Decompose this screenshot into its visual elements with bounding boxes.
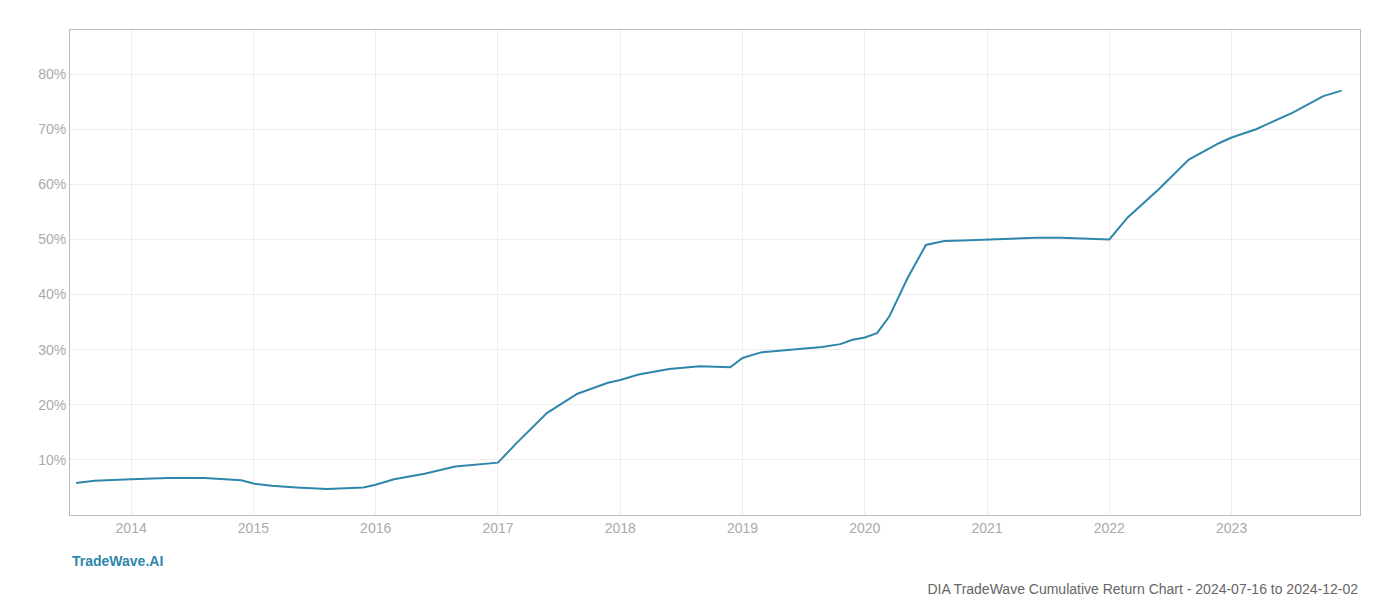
svg-text:2023: 2023 bbox=[1216, 520, 1247, 536]
svg-text:40%: 40% bbox=[38, 286, 66, 302]
svg-text:30%: 30% bbox=[38, 342, 66, 358]
svg-text:DIA TradeWave Cumulative Retur: DIA TradeWave Cumulative Return Chart - … bbox=[927, 581, 1358, 597]
svg-text:2015: 2015 bbox=[238, 520, 269, 536]
svg-text:2018: 2018 bbox=[605, 520, 636, 536]
svg-text:70%: 70% bbox=[38, 121, 66, 137]
svg-text:TradeWave.AI: TradeWave.AI bbox=[72, 553, 163, 569]
svg-text:2017: 2017 bbox=[482, 520, 513, 536]
svg-text:60%: 60% bbox=[38, 176, 66, 192]
svg-text:2019: 2019 bbox=[727, 520, 758, 536]
svg-text:10%: 10% bbox=[38, 452, 66, 468]
svg-text:20%: 20% bbox=[38, 397, 66, 413]
svg-text:2020: 2020 bbox=[849, 520, 880, 536]
svg-text:2014: 2014 bbox=[116, 520, 147, 536]
svg-text:2022: 2022 bbox=[1094, 520, 1125, 536]
svg-text:2016: 2016 bbox=[360, 520, 391, 536]
svg-text:50%: 50% bbox=[38, 231, 66, 247]
svg-text:80%: 80% bbox=[38, 66, 66, 82]
svg-text:2021: 2021 bbox=[971, 520, 1002, 536]
